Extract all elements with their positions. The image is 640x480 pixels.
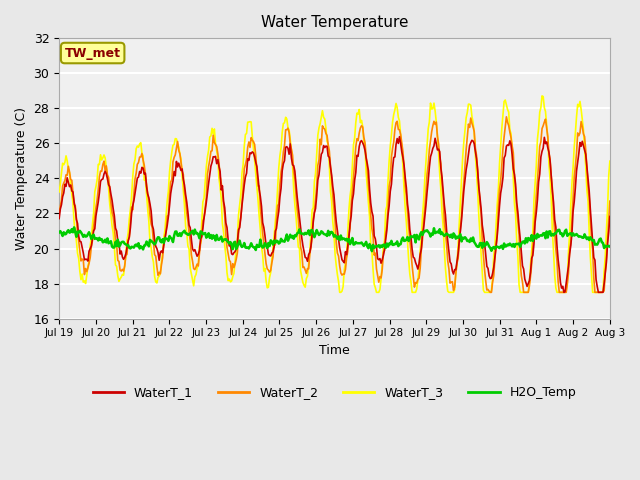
H2O_Temp <box>368 248 376 254</box>
H2O_Temp <box>557 230 565 236</box>
H2O_Temp <box>289 233 296 239</box>
WaterT_3 <box>461 127 469 133</box>
WaterT_1 <box>390 155 397 160</box>
Line: WaterT_1: WaterT_1 <box>59 137 610 292</box>
WaterT_1 <box>557 279 564 285</box>
WaterT_2 <box>55 210 63 216</box>
WaterT_1 <box>287 155 295 161</box>
WaterT_1 <box>461 177 469 182</box>
WaterT_3 <box>391 107 399 113</box>
H2O_Temp <box>228 242 236 248</box>
H2O_Temp <box>392 241 400 247</box>
H2O_Temp <box>606 244 614 250</box>
WaterT_1 <box>396 134 403 140</box>
WaterT_1 <box>227 242 234 248</box>
WaterT_2 <box>227 259 234 265</box>
WaterT_2 <box>390 139 397 145</box>
WaterT_3 <box>606 158 614 164</box>
Line: WaterT_2: WaterT_2 <box>59 117 610 292</box>
WaterT_2 <box>502 114 510 120</box>
H2O_Temp <box>365 245 372 251</box>
WaterT_2 <box>486 289 494 295</box>
Y-axis label: Water Temperature (C): Water Temperature (C) <box>15 107 28 250</box>
Title: Water Temperature: Water Temperature <box>260 15 408 30</box>
Line: WaterT_3: WaterT_3 <box>59 96 610 292</box>
WaterT_1 <box>606 214 614 219</box>
WaterT_1 <box>364 161 371 167</box>
WaterT_3 <box>557 289 565 295</box>
WaterT_3 <box>227 279 234 285</box>
H2O_Temp <box>55 229 63 235</box>
Legend: WaterT_1, WaterT_2, WaterT_3, H2O_Temp: WaterT_1, WaterT_2, WaterT_3, H2O_Temp <box>88 381 581 404</box>
WaterT_2 <box>364 166 371 171</box>
WaterT_2 <box>287 146 295 152</box>
WaterT_2 <box>606 198 614 204</box>
WaterT_3 <box>287 147 295 153</box>
WaterT_3 <box>55 189 63 195</box>
WaterT_2 <box>557 289 565 295</box>
Line: H2O_Temp: H2O_Temp <box>59 228 610 251</box>
WaterT_2 <box>460 179 468 184</box>
WaterT_3 <box>336 289 344 295</box>
WaterT_1 <box>55 216 63 221</box>
H2O_Temp <box>70 225 78 230</box>
Text: TW_met: TW_met <box>65 47 121 60</box>
WaterT_1 <box>560 289 568 295</box>
WaterT_3 <box>538 93 546 99</box>
WaterT_3 <box>365 200 372 206</box>
H2O_Temp <box>462 236 470 241</box>
X-axis label: Time: Time <box>319 344 350 357</box>
